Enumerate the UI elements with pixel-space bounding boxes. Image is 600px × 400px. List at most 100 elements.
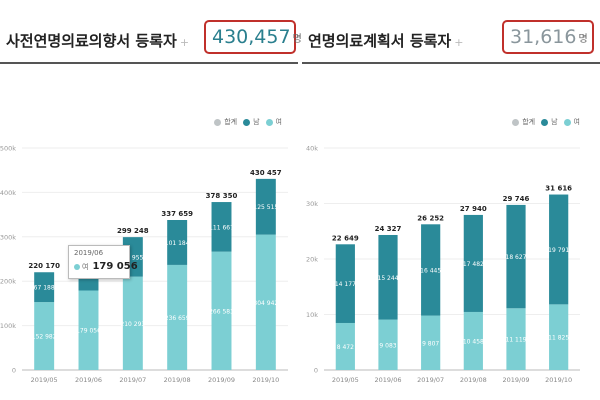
chart-tooltip: 2019/06 여 179 056 (68, 245, 138, 279)
y-tick-label: 400k (0, 189, 16, 197)
tooltip-series: 여 (82, 262, 89, 271)
x-tick-label: 2019/05 (332, 376, 359, 384)
total-label: 378 350 (206, 192, 238, 200)
expand-plus-icon[interactable]: + (179, 36, 190, 49)
header-divider (0, 62, 298, 64)
bar-segment-male[interactable] (167, 219, 188, 265)
segment-label-male: 67 188 (34, 285, 55, 292)
bar-segment-female[interactable] (506, 308, 526, 370)
total-label: 31 616 (545, 185, 572, 193)
legend-item-total[interactable]: 합계 (214, 117, 237, 127)
stacked-bar-chart-care-plan: 0 10k 20k 30k 40k 8 472 14 177 22 649 2019/05 9 0… (306, 145, 580, 384)
segment-label-female: 210 293 (120, 321, 145, 328)
legend-item-female[interactable]: 여 (265, 117, 282, 127)
bar-segment-male[interactable] (335, 244, 355, 323)
y-tick-label: 100k (0, 322, 16, 330)
bar-segment-male[interactable] (255, 178, 276, 235)
registrant-count: 31,616 (510, 26, 577, 48)
registrant-count: 430,457 (212, 26, 291, 48)
legend-label-total: 합계 (224, 118, 238, 126)
legend-item-female[interactable]: 여 (563, 117, 580, 127)
segment-label-male: 111 667 (209, 224, 234, 231)
total-label: 220 170 (28, 262, 60, 270)
panel-header: 연명의료계획서 등록자 + 31,616 명 (302, 0, 600, 60)
expand-plus-icon[interactable]: + (454, 36, 464, 49)
chart-legend: 합계 남 여 (208, 117, 282, 127)
segment-label-male: 15 244 (378, 275, 399, 282)
segment-label-male: 17 482 (463, 261, 484, 268)
segment-label-female: 304 942 (253, 300, 278, 307)
bar-segment-male[interactable] (211, 202, 232, 252)
segment-label-male: 14 177 (335, 281, 356, 288)
panel-header: 사전연명의료의향서 등록자 + 430,457 명 (0, 0, 302, 60)
bar-segment-female[interactable] (549, 304, 569, 370)
legend-item-male[interactable]: 남 (541, 117, 558, 127)
y-tick-label: 0 (314, 367, 318, 375)
y-tick-label: 20k (306, 256, 318, 264)
y-tick-label: 200k (0, 278, 16, 286)
total-label: 430 457 (250, 169, 282, 177)
bar-segment-female[interactable] (255, 234, 276, 370)
legend-dot-total (512, 118, 520, 126)
segment-label-female: 11 119 (506, 337, 527, 344)
bar-segment-female[interactable] (122, 276, 143, 370)
registrants-panel-care-plan: 연명의료계획서 등록자 + 31,616 명 합계 남 여 0 10k 20k 30k 4… (302, 0, 600, 400)
segment-label-male: 18 627 (506, 254, 527, 261)
bar-segment-male[interactable] (421, 224, 441, 316)
segment-label-female: 11 825 (548, 335, 569, 342)
legend-item-total[interactable]: 합계 (512, 117, 535, 127)
bar-segment-female[interactable] (335, 322, 355, 370)
legend-dot-female (265, 118, 273, 126)
bar-segment-female[interactable] (463, 311, 483, 370)
bar-segment-male[interactable] (463, 214, 483, 312)
segment-label-female: 8 472 (337, 344, 354, 351)
y-tick-label: 500k (0, 145, 16, 153)
segment-label-male: 125 515 (253, 204, 278, 211)
x-tick-label: 2019/06 (75, 376, 102, 384)
bar-segment-female[interactable] (34, 302, 55, 370)
segment-label-female: 10 458 (463, 338, 484, 345)
tooltip-value: 179 056 (92, 261, 138, 272)
legend-label-female: 여 (573, 118, 580, 126)
segment-label-female: 266 583 (209, 308, 234, 315)
x-tick-label: 2019/09 (502, 376, 529, 384)
legend-item-male[interactable]: 남 (243, 117, 260, 127)
bar-segment-male[interactable] (378, 234, 398, 320)
total-label: 29 746 (503, 195, 530, 203)
bar-segment-male[interactable] (34, 272, 55, 303)
segment-label-male: 16 445 (420, 267, 441, 274)
tooltip-dot (74, 263, 80, 270)
legend-dot-total (214, 118, 222, 126)
bar-segment-female[interactable] (167, 264, 188, 370)
legend-dot-female (563, 118, 571, 126)
panel-title-text: 사전연명의료의향서 등록자 (6, 32, 177, 50)
x-tick-label: 2019/10 (252, 376, 279, 384)
total-label: 26 252 (417, 214, 444, 222)
x-tick-label: 2019/05 (31, 376, 58, 384)
y-tick-label: 10k (306, 311, 318, 319)
total-label: 27 940 (460, 205, 487, 213)
legend-dot-male (243, 118, 251, 126)
legend-label-male: 남 (551, 118, 558, 126)
bar-segment-female[interactable] (78, 290, 99, 370)
x-tick-label: 2019/06 (374, 376, 401, 384)
registrant-count-unit: 명 (292, 33, 302, 45)
legend-dot-male (541, 118, 549, 126)
bar-segment-male[interactable] (506, 204, 526, 309)
bar-segment-female[interactable] (378, 319, 398, 370)
total-label: 22 649 (332, 234, 359, 242)
x-tick-label: 2019/08 (164, 376, 191, 384)
bar-segment-female[interactable] (421, 315, 441, 370)
y-tick-label: 30k (306, 200, 318, 208)
bar-segment-male[interactable] (549, 194, 569, 305)
x-tick-label: 2019/07 (119, 376, 146, 384)
registrant-count-box: 430,457 명 (204, 20, 302, 54)
segment-label-male: 88 955 (122, 254, 143, 261)
bar-segment-female[interactable] (211, 251, 232, 370)
segment-label-female: 236 659 (165, 315, 190, 322)
registrants-panel-advance-directive: 사전연명의료의향서 등록자 + 430,457 명 합계 남 여 0 100k 200… (0, 0, 302, 400)
stacked-bar-chart-advance-directive: 0 100k 200k 300k 400k 500k 152 982 67 188 220 17… (0, 145, 288, 384)
x-tick-label: 2019/10 (545, 376, 572, 384)
y-tick-label: 40k (306, 145, 318, 153)
total-label: 337 659 (161, 210, 193, 218)
